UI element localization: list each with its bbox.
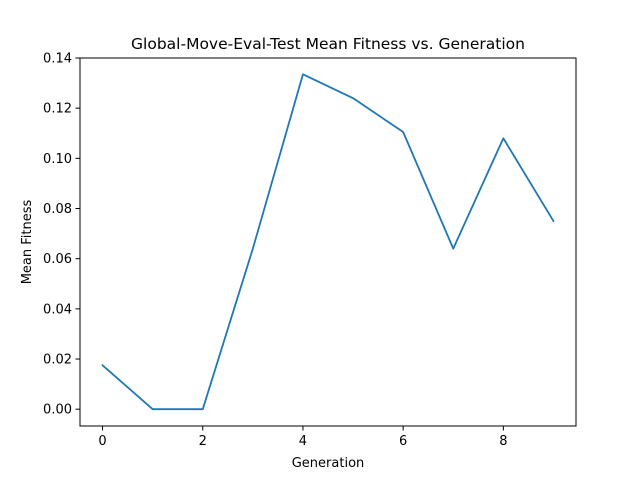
y-tick-label: 0.06 [43,252,72,267]
chart-title: Global-Move-Eval-Test Mean Fitness vs. G… [131,35,525,53]
x-tick-label: 4 [299,434,307,449]
plot-area: 0 2 4 6 8 0.00 0.02 0.04 0.06 0.08 0.10 0.12 0.14 [43,52,577,449]
y-tick-label: 0.10 [43,152,72,167]
x-tick-label: 6 [399,434,407,449]
y-tick-label: 0.02 [43,353,72,368]
x-tick-label: 2 [199,434,207,449]
y-tick-label: 0.14 [43,52,72,67]
y-tick-label: 0.12 [43,102,72,117]
x-tick-label: 0 [98,434,106,449]
x-tick-label: 8 [499,434,507,449]
axes-frame [79,57,577,427]
x-axis-title: Generation [292,456,365,471]
series-line [101,73,555,411]
y-axis-title: Mean Fitness [20,199,35,284]
y-tick-label: 0.04 [43,302,72,317]
y-tick-label: 0.00 [43,403,72,418]
y-tick-label: 0.08 [43,202,72,217]
